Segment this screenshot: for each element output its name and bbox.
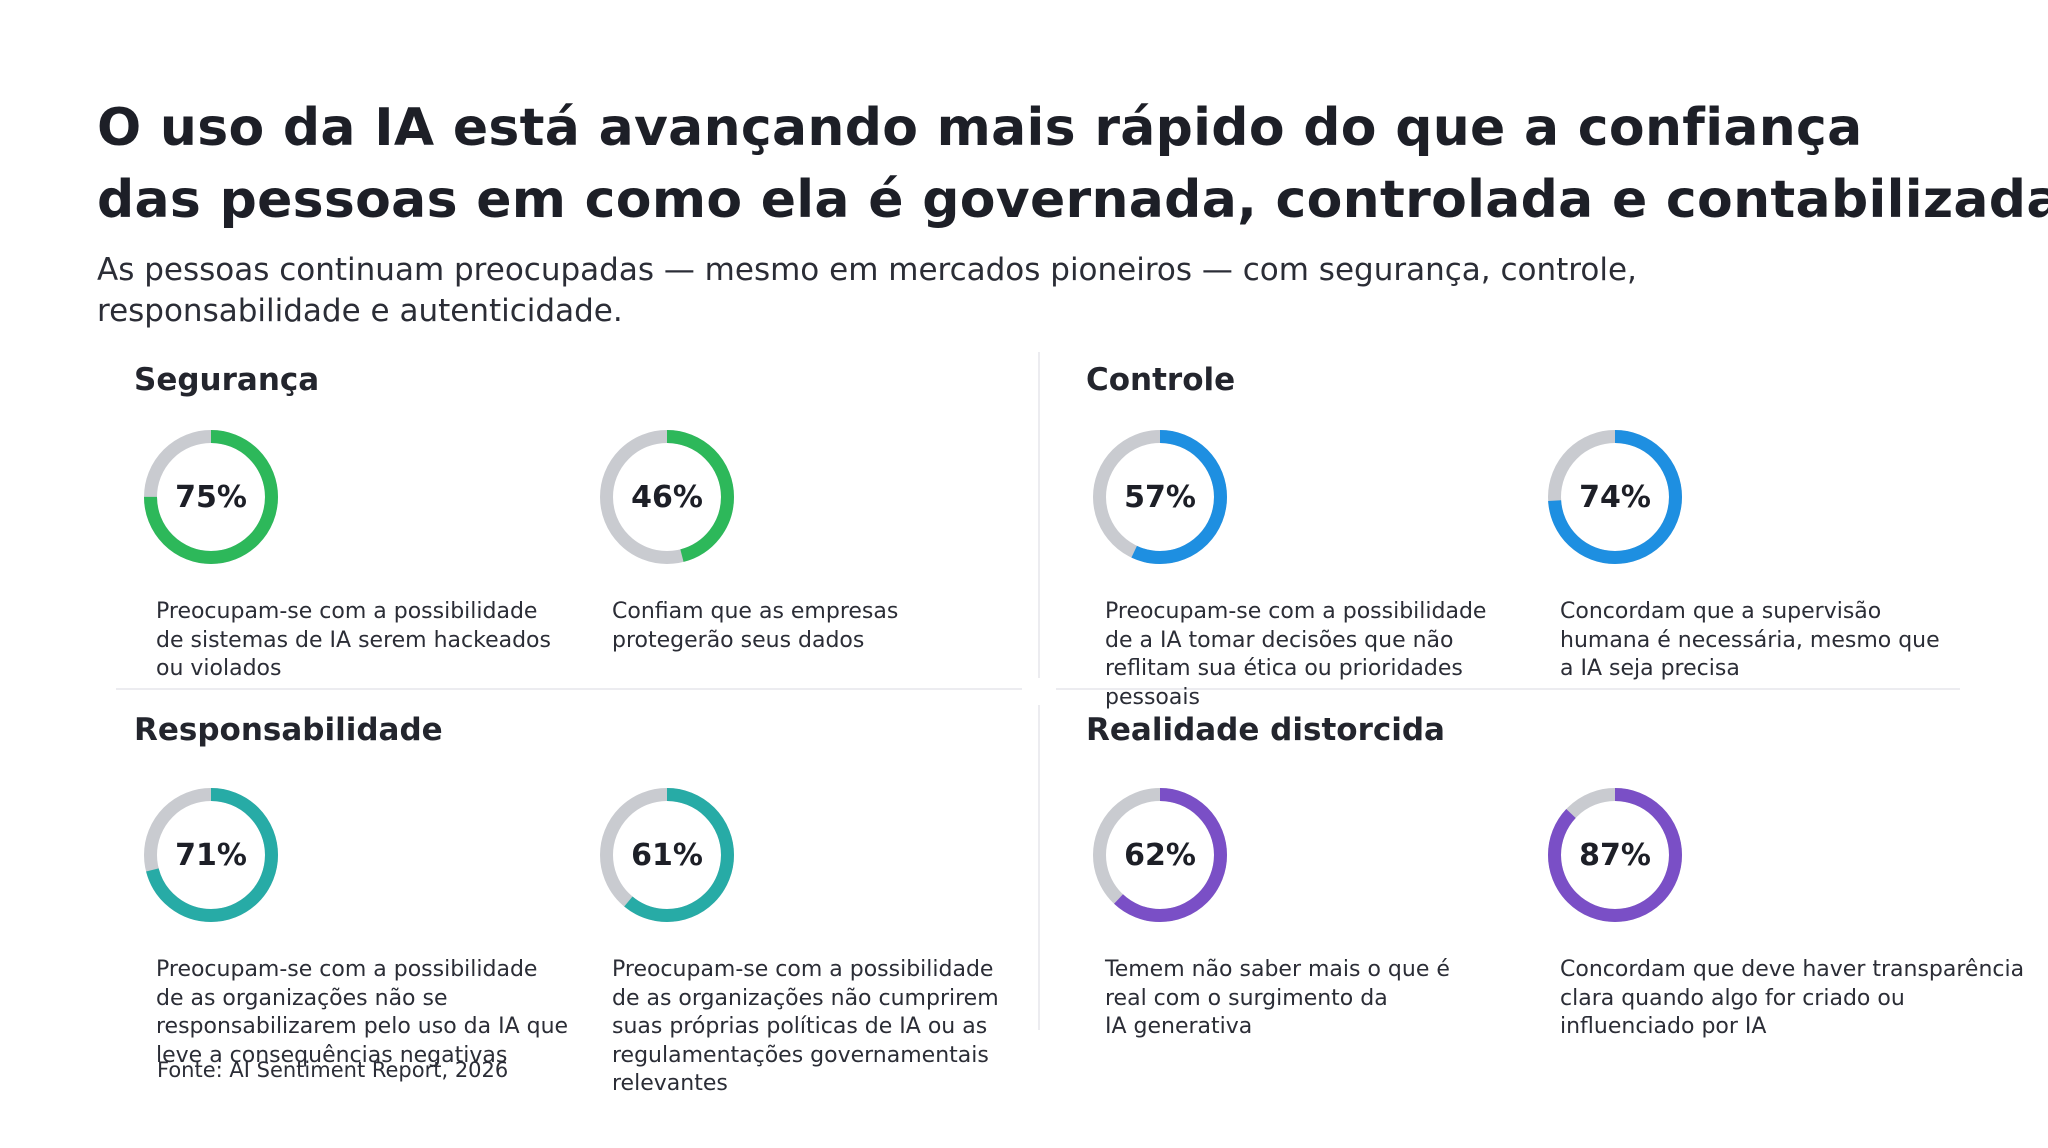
stat-controle-1-donut <box>1093 430 1227 564</box>
stat-controle-2-donut-arc <box>1548 430 1682 564</box>
stat-controle-2-donut-svg <box>1548 430 1682 564</box>
stat-realidade-2-donut <box>1548 788 1682 922</box>
stat-responsabilidade-2-percent-label: 61% <box>631 837 703 873</box>
stat-controle-2-donut <box>1548 430 1682 564</box>
stat-realidade-2-description: Concordam que deve haver transparência cl… <box>1560 956 2025 1042</box>
stat-controle-1-description-line: pessoais <box>1105 684 1200 710</box>
stat-realidade-2-donut-arc <box>1548 788 1682 922</box>
section-title-realidade: Realidade distorcida <box>1086 712 1445 748</box>
stat-realidade-1-description: Temem não saber mais o que é real com o s… <box>1105 956 1535 1042</box>
stat-responsabilidade-1-description-line: leve a consequências negativas <box>156 1042 508 1068</box>
stat-realidade-1-description-line: Temem não saber mais o que é <box>1105 957 1450 982</box>
stat-seguranca-2-donut-svg <box>600 430 734 564</box>
stat-realidade-1-description-line: real com o surgimento da <box>1105 985 1388 1011</box>
stat-seguranca-1-description-line: ou violados <box>156 656 282 681</box>
stat-seguranca-2-description-line: protegerão seus dados <box>612 627 865 653</box>
stat-seguranca-1-percent-label: 75% <box>175 479 247 515</box>
stat-responsabilidade-1-donut-svg <box>144 788 278 922</box>
stat-realidade-2-percent-label: 87% <box>1579 837 1651 873</box>
stat-realidade-1-donut-svg <box>1093 788 1227 922</box>
stat-responsabilidade-1-description: Preocupam-se com a possibilidade de as or… <box>156 956 586 1070</box>
source-note: Fonte: AI Sentiment Report, 2026 <box>157 1058 509 1082</box>
section-title-controle: Controle <box>1086 362 1236 398</box>
stat-seguranca-1-description: Preocupam-se com a possibilidade de siste… <box>156 598 586 684</box>
stat-controle-2-percent-label: 74% <box>1579 479 1651 515</box>
stat-responsabilidade-2-description: Preocupam-se com a possibilidade de as or… <box>612 956 1042 1099</box>
stat-realidade-2-description-line: Concordam que deve haver transparência <box>1560 957 2025 982</box>
stat-responsabilidade-2-donut-arc <box>600 788 734 922</box>
stat-responsabilidade-1-donut <box>144 788 278 922</box>
stat-seguranca-1-donut-svg <box>144 430 278 564</box>
stat-responsabilidade-1-description-line: de as organizações não se <box>156 985 448 1011</box>
stat-responsabilidade-2-description-line: regulamentações governamentais <box>612 1042 989 1068</box>
stat-seguranca-1-description-line: de sistemas de IA serem hackeados <box>156 627 551 653</box>
stat-seguranca-2-donut <box>600 430 734 564</box>
stat-responsabilidade-2-description-line: suas próprias políticas de IA ou as <box>612 1014 988 1039</box>
stat-controle-1-description: Preocupam-se com a possibilidade de a IA … <box>1105 598 1535 712</box>
stat-controle-1-description-line: de a IA tomar decisões que não <box>1105 627 1454 653</box>
stat-responsabilidade-1-description-line: Preocupam-se com a possibilidade <box>156 957 538 982</box>
page-subtitle: As pessoas continuam preocupadas — mesmo… <box>97 250 1797 332</box>
stat-controle-2-description: Concordam que a supervisão humana é neces… <box>1560 598 1990 684</box>
stat-controle-2-description-line: humana é necessária, mesmo que <box>1560 627 1940 653</box>
page-subtitle-line-1: As pessoas continuam preocupadas — mesmo… <box>97 252 1637 288</box>
stat-responsabilidade-2-donut <box>600 788 734 922</box>
stat-seguranca-2-donut-arc <box>600 430 734 564</box>
vertical-divider-bottom <box>1038 705 1040 1030</box>
stat-responsabilidade-2-donut-svg <box>600 788 734 922</box>
section-title-responsabilidade: Responsabilidade <box>134 712 443 748</box>
stat-seguranca-2-description: Confiam que as empresas protegerão seus d… <box>612 598 1042 655</box>
stat-seguranca-2-description-line: Confiam que as empresas <box>612 599 899 624</box>
horizontal-divider-right <box>1056 688 1960 690</box>
stat-realidade-2-description-line: influenciado por IA <box>1560 1014 1767 1039</box>
stat-seguranca-1-donut <box>144 430 278 564</box>
stat-responsabilidade-2-description-line: de as organizações não cumprirem <box>612 985 999 1011</box>
stat-seguranca-1-donut-arc <box>144 430 278 564</box>
stat-controle-1-percent-label: 57% <box>1124 479 1196 515</box>
page-title-line-2: das pessoas em como ela é governada, con… <box>97 170 2048 230</box>
stat-realidade-2-donut-svg <box>1548 788 1682 922</box>
stat-responsabilidade-1-percent-label: 71% <box>175 837 247 873</box>
stat-realidade-1-percent-label: 62% <box>1124 837 1196 873</box>
page-title-line-1: O uso da IA está avançando mais rápido d… <box>97 98 1863 158</box>
stat-controle-1-description-line: reflitam sua ética ou prioridades <box>1105 656 1463 681</box>
stat-controle-1-description-line: Preocupam-se com a possibilidade <box>1105 599 1487 624</box>
stat-seguranca-2-percent-label: 46% <box>631 479 703 515</box>
stat-responsabilidade-1-description-line: responsabilizarem pelo uso da IA que <box>156 1014 569 1039</box>
stat-seguranca-1-description-line: Preocupam-se com a possibilidade <box>156 599 538 624</box>
page-subtitle-line-2: responsabilidade e autenticidade. <box>97 293 623 329</box>
stat-controle-2-description-line: Concordam que a supervisão <box>1560 599 1882 624</box>
stat-realidade-1-donut-arc <box>1093 788 1227 922</box>
page-title: O uso da IA está avançando mais rápido d… <box>97 92 2048 236</box>
horizontal-divider-left <box>116 688 1022 690</box>
vertical-divider-top <box>1038 352 1040 678</box>
stat-controle-2-description-line: a IA seja precisa <box>1560 656 1740 681</box>
stat-responsabilidade-1-donut-arc <box>144 788 278 922</box>
stat-controle-1-donut-arc <box>1093 430 1227 564</box>
section-title-seguranca: Segurança <box>134 362 320 398</box>
stat-responsabilidade-2-description-line: Preocupam-se com a possibilidade <box>612 957 994 982</box>
stat-realidade-2-description-line: clara quando algo for criado ou <box>1560 985 1905 1011</box>
stat-controle-1-donut-svg <box>1093 430 1227 564</box>
stat-realidade-1-donut <box>1093 788 1227 922</box>
stat-responsabilidade-2-description-line: relevantes <box>612 1071 728 1096</box>
stat-realidade-1-description-line: IA generativa <box>1105 1014 1253 1039</box>
